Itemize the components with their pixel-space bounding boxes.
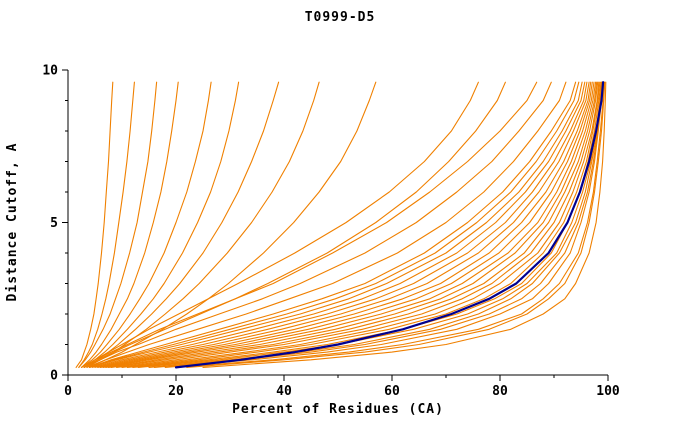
- model-curve: [80, 81, 479, 368]
- model-curve: [164, 81, 604, 368]
- model-curve: [86, 81, 567, 368]
- x-tick-label: 60: [384, 384, 400, 399]
- model-curve: [89, 81, 577, 368]
- y-axis-label: Distance Cutoff, A: [5, 143, 20, 302]
- model-curve: [80, 81, 212, 368]
- model-curve: [83, 81, 552, 368]
- y-tick-label: 10: [42, 64, 58, 79]
- model-curve: [175, 81, 605, 368]
- model-curve: [91, 81, 586, 368]
- model-curve: [121, 81, 600, 368]
- model-curve: [202, 81, 607, 368]
- model-curve: [105, 81, 595, 368]
- model-curve: [75, 81, 114, 368]
- model-curve: [186, 81, 606, 368]
- model-curve: [86, 81, 320, 368]
- model-curves: [75, 81, 607, 369]
- chart-title: T0999-D5: [305, 10, 376, 25]
- model-curve: [78, 81, 158, 368]
- model-curve: [89, 81, 377, 368]
- model-curve: [97, 81, 590, 368]
- model-curve: [83, 81, 280, 368]
- model-curve: [89, 81, 583, 368]
- highlighted-model-curve: [174, 81, 605, 369]
- model-curve: [99, 81, 592, 368]
- model-curve: [102, 81, 593, 368]
- model-curve: [132, 81, 602, 368]
- y-tick-label: 0: [50, 369, 58, 384]
- y-tick-label: 5: [50, 216, 58, 231]
- x-tick-label: 0: [64, 384, 72, 399]
- model-curve: [80, 81, 179, 368]
- model-curve: [94, 81, 588, 368]
- model-curve: [83, 81, 506, 368]
- model-curve: [83, 81, 240, 368]
- x-tick-label: 100: [596, 384, 620, 399]
- x-tick-label: 40: [276, 384, 292, 399]
- model-curve: [78, 81, 135, 368]
- model-curve: [116, 81, 599, 368]
- model-curve: [153, 81, 604, 368]
- axes: 0 20 40 60 80 100 0 5 10: [42, 64, 620, 400]
- model-curve: [89, 81, 580, 368]
- model-curve: [110, 81, 598, 368]
- model-curve: [107, 81, 597, 368]
- x-tick-label: 80: [492, 384, 508, 399]
- model-curve: [137, 81, 603, 368]
- model-curve: [148, 81, 603, 368]
- x-tick-label: 20: [168, 384, 184, 399]
- x-axis-label: Percent of Residues (CA): [232, 402, 444, 417]
- model-curve: [126, 81, 601, 368]
